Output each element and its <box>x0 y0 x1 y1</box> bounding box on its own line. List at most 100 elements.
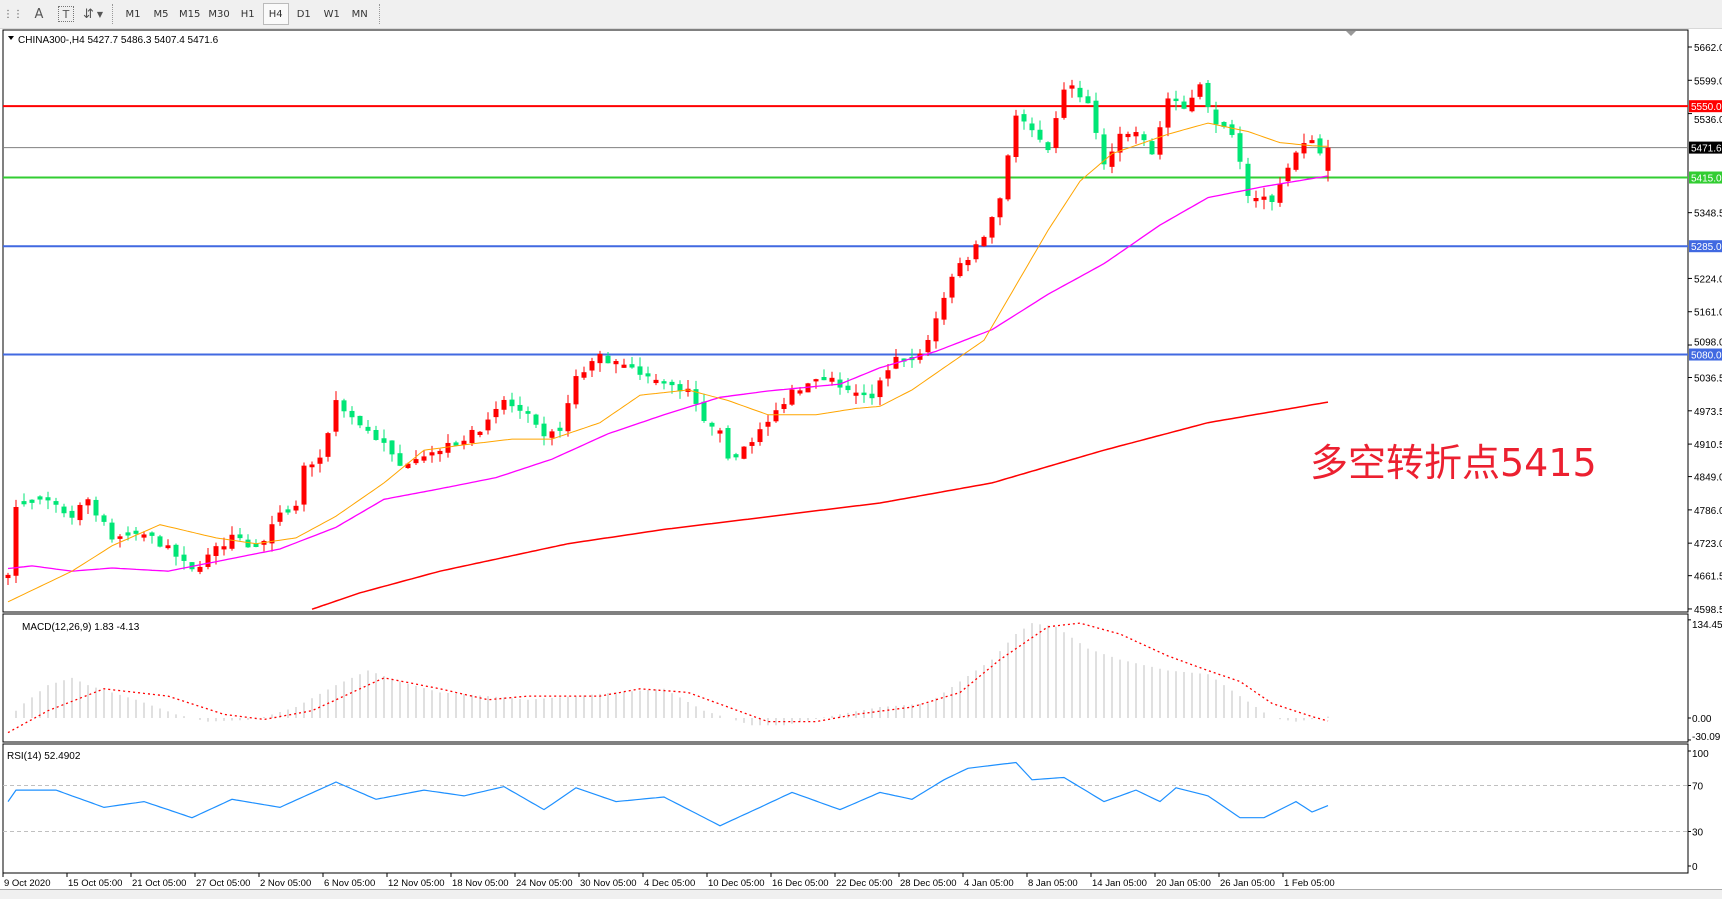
candle-body <box>525 411 531 414</box>
candle <box>885 363 891 387</box>
candle-body <box>1077 87 1083 98</box>
candle <box>573 369 579 409</box>
candle-body <box>949 276 955 298</box>
price-axis-label: 5348.5 <box>1694 209 1722 220</box>
text-a-icon[interactable]: A <box>34 6 44 22</box>
candle-body <box>701 401 707 422</box>
chevron-down-icon[interactable]: ▼ <box>96 9 104 19</box>
candle <box>1181 95 1187 110</box>
candle-body <box>133 530 139 534</box>
candle-body <box>101 515 107 522</box>
candle <box>965 256 971 272</box>
level-price-label: 5550.0 <box>1691 102 1722 113</box>
timeframe-m15[interactable]: M15 <box>179 8 201 20</box>
time-axis-label: 6 Nov 05:00 <box>324 878 375 889</box>
candle-body <box>989 217 995 238</box>
candle-body <box>957 263 963 277</box>
candle-body <box>749 442 755 446</box>
candle-body <box>1101 134 1107 165</box>
time-axis-label: 18 Nov 05:00 <box>452 878 509 889</box>
candle-body <box>1093 100 1099 133</box>
timeframe-m1[interactable]: M1 <box>125 8 141 20</box>
price-axis-label: 4598.5 <box>1694 605 1722 616</box>
candle-body <box>541 423 547 437</box>
timeframe-w1[interactable]: W1 <box>323 8 340 20</box>
candle <box>341 398 347 418</box>
candle-body <box>933 318 939 342</box>
candle <box>229 526 235 551</box>
grid-properties-icon[interactable]: ⋮⋮ <box>3 8 23 20</box>
timeframe-d1[interactable]: D1 <box>296 8 311 20</box>
candle <box>277 505 283 526</box>
candle-body <box>269 524 275 544</box>
toolbar: ⋮⋮ A T ⇵ ▼ M1 M5 M15 M30 H1 H4 D1 W1 MN <box>0 0 1722 29</box>
candle <box>1077 80 1083 103</box>
level-price-tag <box>1689 348 1722 361</box>
candle <box>565 394 571 437</box>
candle <box>597 350 603 372</box>
rsi-axis-label: 30 <box>1692 828 1704 839</box>
candle-body <box>29 499 35 503</box>
candle <box>85 497 91 515</box>
candle-body <box>621 364 627 368</box>
candle <box>1141 131 1147 146</box>
candle-body <box>493 408 499 418</box>
time-axis-label: 22 Dec 05:00 <box>836 878 893 889</box>
candle-body <box>277 512 283 522</box>
timeframe-h1[interactable]: H1 <box>240 8 255 20</box>
candle <box>677 380 683 399</box>
time-axis-label: 26 Jan 05:00 <box>1220 878 1275 889</box>
candle <box>701 393 707 423</box>
timeframe-mn[interactable]: MN <box>351 8 368 20</box>
timeframe-m30[interactable]: M30 <box>208 8 230 20</box>
candle <box>421 449 427 463</box>
candle-body <box>213 546 219 556</box>
time-axis-label: 21 Oct 05:00 <box>132 878 186 889</box>
candle <box>309 461 315 477</box>
candle-body <box>1165 98 1171 128</box>
candle-body <box>581 372 587 378</box>
candle <box>1221 121 1227 129</box>
candle-body <box>589 361 595 371</box>
arrows-icon[interactable]: ⇵ ▼ <box>82 6 104 22</box>
candle <box>413 450 419 465</box>
price-axis-label: 5098.0 <box>1694 338 1722 349</box>
candle-body <box>1309 140 1315 144</box>
bottom-tab-bar[interactable] <box>0 889 1722 899</box>
price-axis-label: 4786.0 <box>1694 506 1722 517</box>
candle-body <box>1301 143 1307 154</box>
candle <box>109 518 115 543</box>
candle-body <box>149 532 155 536</box>
candle <box>125 526 131 541</box>
candle-body <box>1237 133 1243 162</box>
candle <box>237 527 243 541</box>
main-pane <box>2 29 1689 613</box>
time-axis-label: 1 Feb 05:00 <box>1284 878 1335 889</box>
candle <box>453 440 459 447</box>
candle <box>333 391 339 437</box>
candle-body <box>325 433 331 457</box>
time-axis-label: 10 Dec 05:00 <box>708 878 765 889</box>
timeframe-h4[interactable]: H4 <box>262 3 289 25</box>
candle <box>77 502 83 526</box>
candle-body <box>181 554 187 561</box>
timeframe-m5[interactable]: M5 <box>153 8 169 20</box>
candle <box>1269 193 1275 211</box>
candle <box>1157 121 1163 160</box>
candle <box>37 495 43 505</box>
candle-body <box>125 532 131 536</box>
candle-body <box>69 510 75 518</box>
candle <box>925 335 931 356</box>
text-label-icon[interactable]: T <box>58 6 74 22</box>
candle <box>29 499 35 510</box>
price-axis-label: 5536.0 <box>1694 115 1722 126</box>
candle-body <box>1189 97 1195 112</box>
candle <box>901 358 907 368</box>
candle-body <box>1037 129 1043 140</box>
candle-body <box>445 442 451 453</box>
candle <box>957 257 963 278</box>
candle-body <box>597 353 603 364</box>
candle-body <box>877 380 883 398</box>
candle <box>45 491 51 510</box>
